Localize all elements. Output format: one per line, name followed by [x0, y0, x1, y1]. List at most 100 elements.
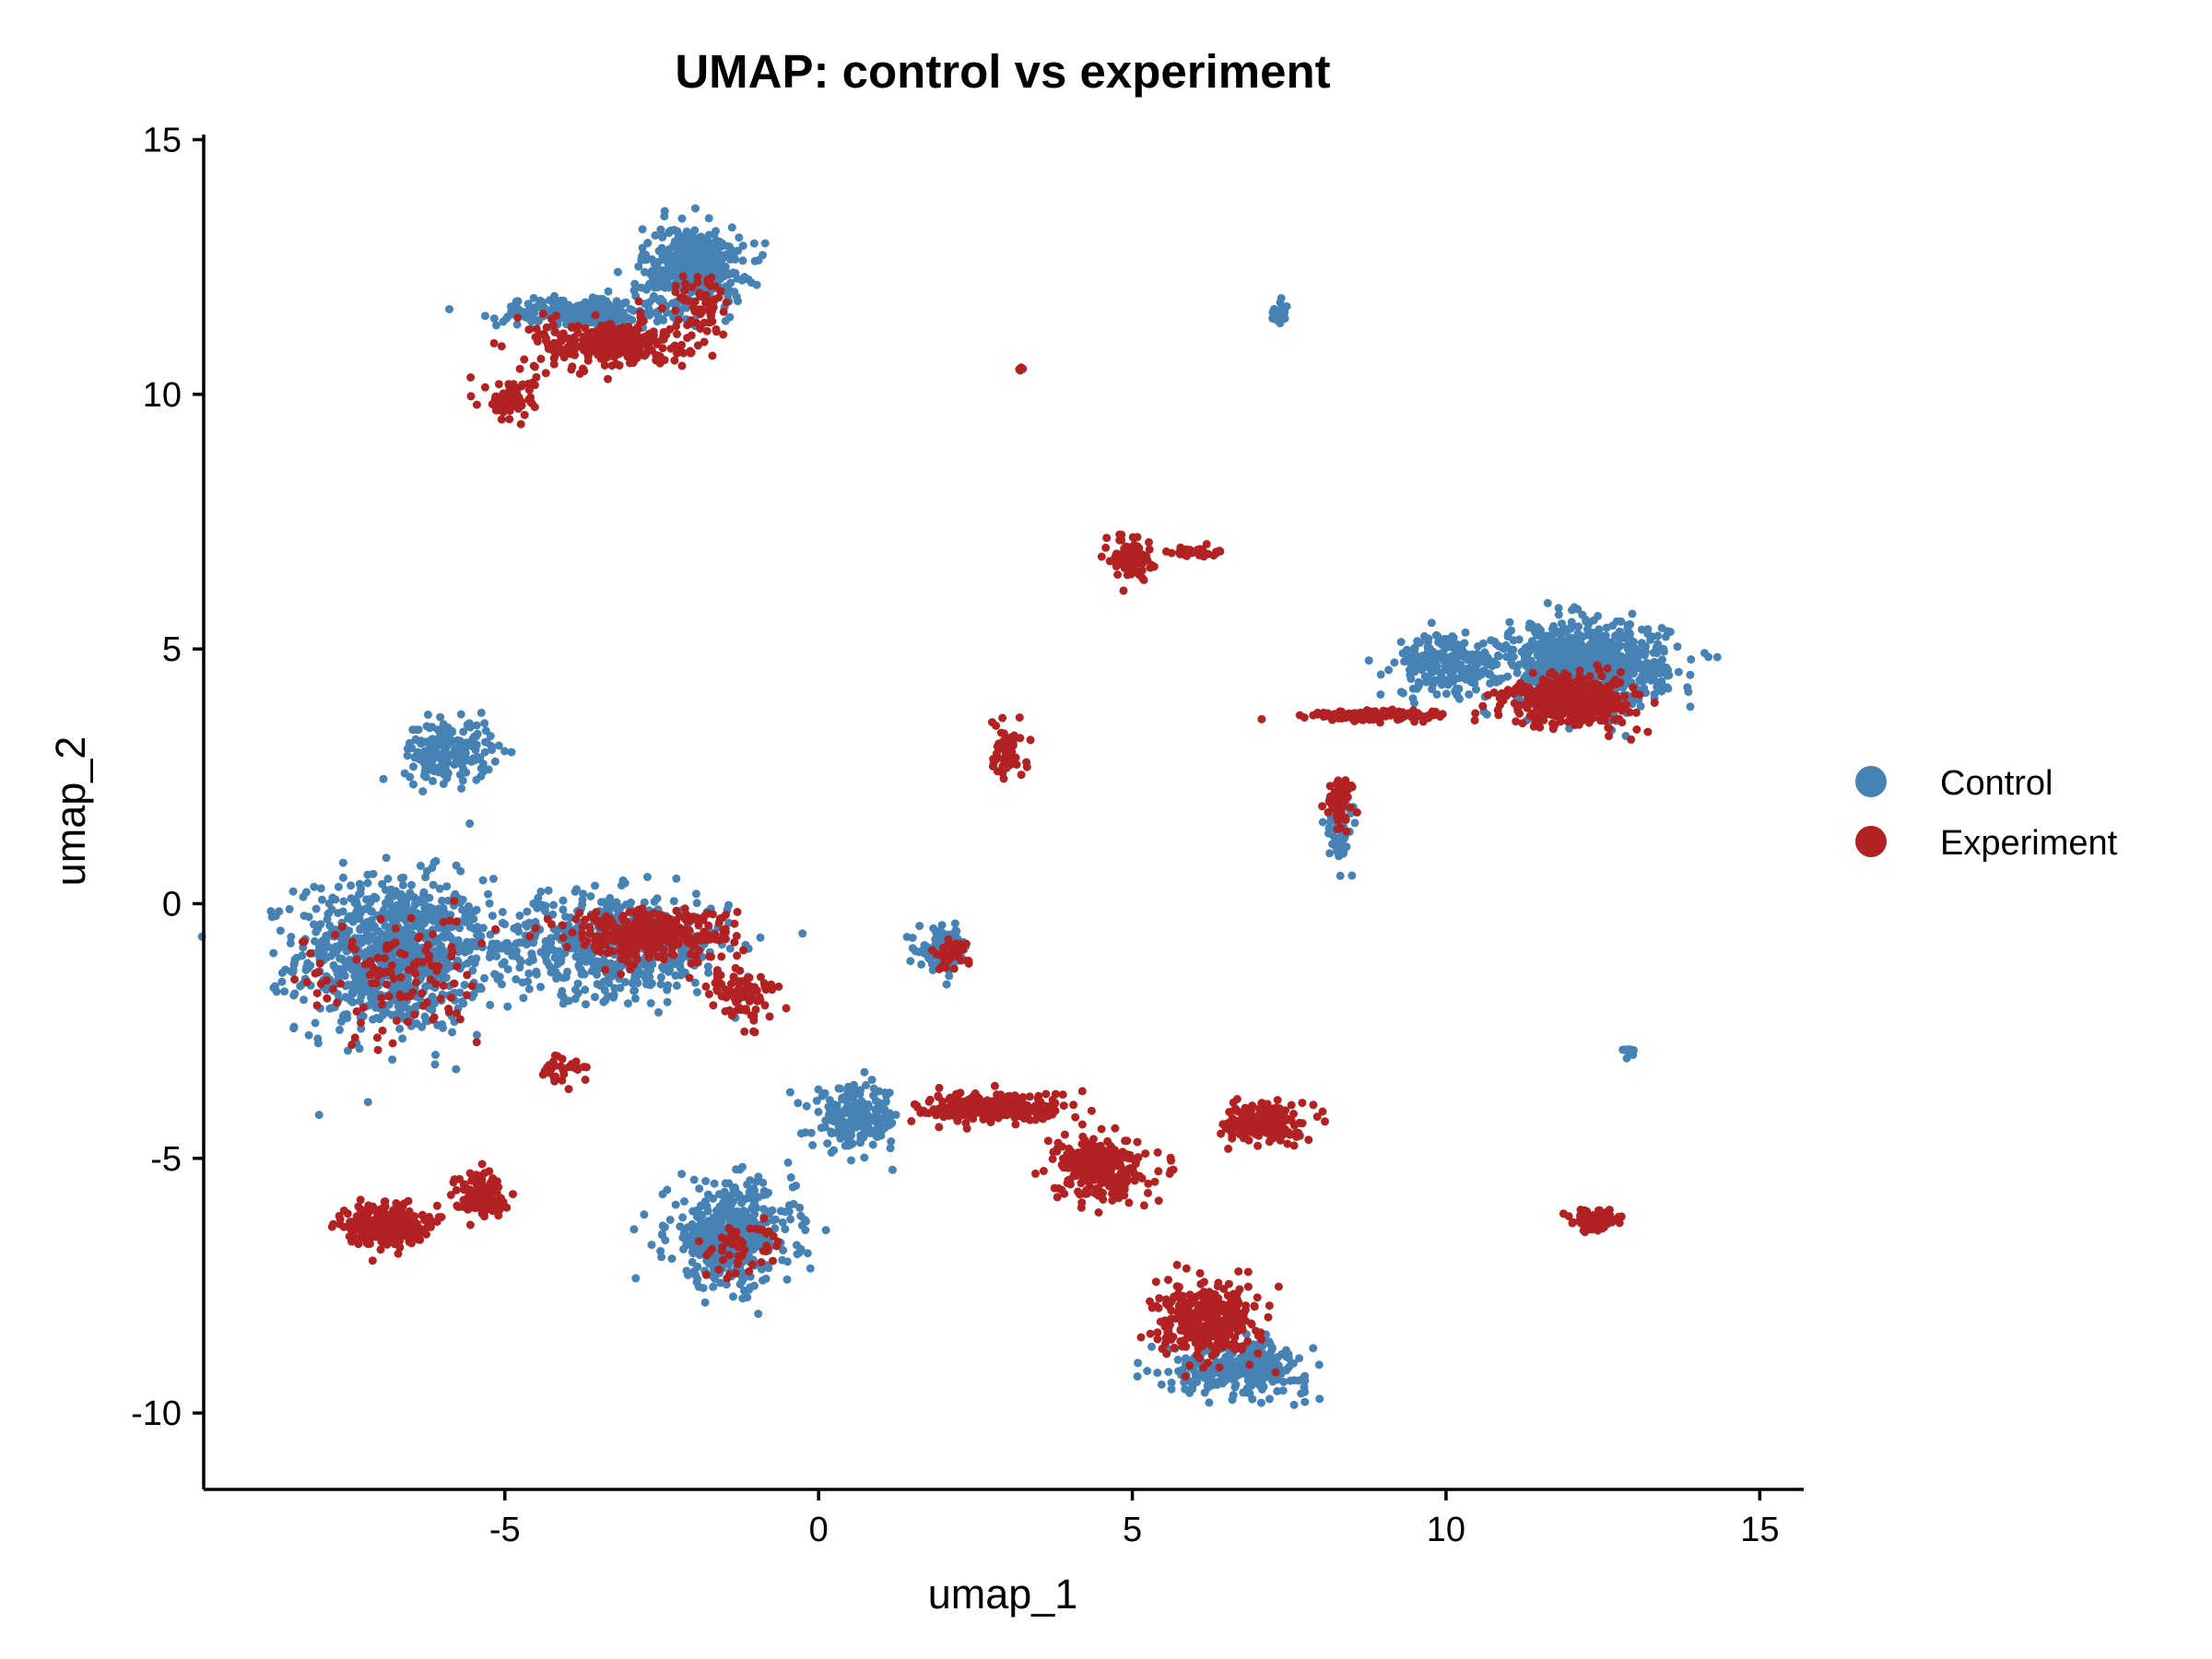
data-point [363, 903, 372, 912]
data-point [529, 293, 538, 302]
data-point [334, 990, 342, 998]
data-point [1437, 680, 1446, 689]
data-point [1409, 644, 1418, 653]
data-point [398, 1034, 407, 1043]
data-point [697, 232, 706, 241]
data-point [488, 912, 497, 921]
data-point [927, 959, 936, 969]
data-point [285, 904, 294, 913]
data-point [1413, 637, 1422, 646]
data-point [715, 237, 724, 246]
data-point [882, 1091, 891, 1100]
data-point [1661, 632, 1670, 641]
data-point [722, 250, 731, 259]
data-point [485, 953, 494, 962]
data-point [313, 1034, 323, 1043]
data-point [472, 721, 481, 730]
data-point [458, 753, 467, 762]
data-point [906, 957, 915, 966]
data-point [794, 1099, 803, 1108]
data-point [752, 1204, 761, 1213]
data-point [358, 968, 367, 977]
data-point [583, 352, 593, 361]
data-point [1635, 676, 1644, 685]
data-point [1364, 656, 1373, 665]
data-point [598, 314, 607, 324]
data-point [669, 897, 678, 906]
data-point [1628, 609, 1637, 618]
data-point [591, 881, 599, 890]
data-point [1167, 1384, 1176, 1394]
data-point [630, 994, 640, 1003]
data-point [379, 905, 388, 914]
data-point [651, 230, 660, 240]
data-point [1537, 668, 1547, 677]
data-point [591, 993, 599, 1002]
data-point [891, 1111, 900, 1120]
data-point [1470, 678, 1479, 688]
data-point [1262, 1370, 1271, 1379]
data-point [376, 944, 385, 953]
data-point [888, 1165, 897, 1174]
data-point [1700, 649, 1709, 657]
data-point [557, 954, 566, 963]
data-point [600, 298, 609, 307]
data-point [442, 882, 452, 891]
data-point [764, 1207, 773, 1217]
data-point [420, 771, 429, 781]
data-point [275, 907, 284, 916]
data-point [670, 356, 679, 365]
data-point [749, 1184, 759, 1193]
data-point [439, 975, 448, 984]
data-point [1572, 643, 1582, 653]
data-point [428, 1006, 437, 1015]
data-point [1663, 683, 1672, 692]
data-point [383, 875, 393, 883]
data-point [616, 903, 625, 912]
data-point [673, 253, 681, 262]
data-point [1335, 834, 1344, 842]
data-point [692, 988, 701, 996]
data-point [1273, 1386, 1282, 1395]
data-point [701, 1177, 711, 1185]
data-point [396, 979, 406, 988]
data-point [856, 1086, 865, 1095]
data-point [426, 903, 435, 912]
data-point [335, 954, 345, 963]
data-point [418, 913, 427, 923]
data-point [680, 1197, 688, 1206]
data-point [1522, 671, 1531, 680]
data-point [552, 312, 560, 320]
data-point [609, 990, 618, 999]
data-point [571, 985, 580, 994]
data-point [1500, 644, 1509, 653]
data-point [558, 986, 567, 995]
data-point [457, 784, 466, 793]
data-point [289, 960, 299, 970]
data-point [1473, 650, 1482, 658]
data-point [503, 1002, 512, 1011]
data-point [712, 227, 720, 236]
data-point [696, 1201, 705, 1210]
data-point [289, 1024, 299, 1033]
data-point [641, 255, 650, 265]
data-point [311, 936, 319, 946]
data-point [429, 880, 438, 889]
data-point [1456, 660, 1465, 669]
data-point [637, 283, 645, 292]
data-point [793, 1250, 802, 1259]
data-point [425, 893, 434, 902]
data-point [470, 732, 479, 741]
data-point [721, 316, 730, 325]
data-point [1335, 871, 1345, 880]
data-point [407, 744, 417, 753]
data-point [498, 980, 506, 989]
data-point [738, 241, 747, 251]
data-point [663, 997, 672, 1006]
data-point [296, 982, 305, 991]
data-point [719, 307, 728, 316]
data-point [1486, 678, 1495, 688]
data-point [1482, 710, 1491, 719]
data-point [741, 1210, 750, 1219]
data-point [717, 1207, 726, 1216]
